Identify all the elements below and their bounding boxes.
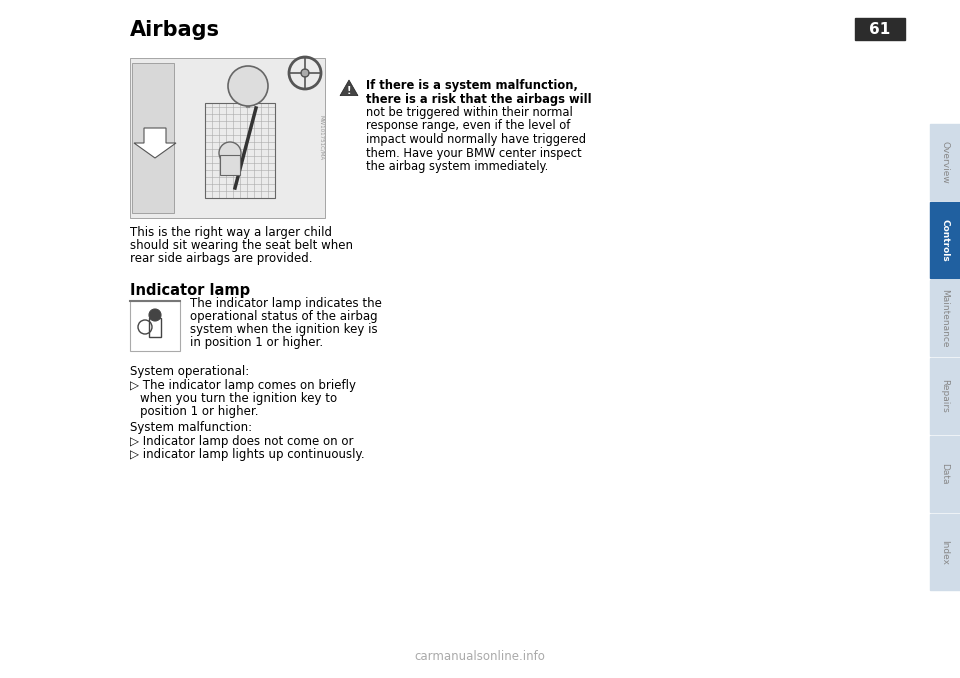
Circle shape <box>301 69 309 77</box>
Bar <box>130 301 180 351</box>
Text: 61: 61 <box>870 22 891 37</box>
Text: in position 1 or higher.: in position 1 or higher. <box>190 336 324 349</box>
Text: This is the right way a larger child: This is the right way a larger child <box>130 226 332 239</box>
Text: Index: Index <box>941 540 949 565</box>
Circle shape <box>219 142 241 164</box>
Text: MW101751C/MA: MW101751C/MA <box>319 115 324 161</box>
Text: Data: Data <box>941 463 949 485</box>
Text: If there is a system malfunction,: If there is a system malfunction, <box>366 79 578 92</box>
Circle shape <box>228 66 268 106</box>
Text: Airbags: Airbags <box>130 20 220 40</box>
Text: when you turn the ignition key to: when you turn the ignition key to <box>140 392 337 405</box>
Circle shape <box>149 309 161 321</box>
Text: rear side airbags are provided.: rear side airbags are provided. <box>130 252 313 265</box>
Bar <box>930 358 960 434</box>
Text: ▷ Indicator lamp does not come on or: ▷ Indicator lamp does not come on or <box>130 435 353 448</box>
Text: impact would normally have triggered: impact would normally have triggered <box>366 133 586 146</box>
Text: system when the ignition key is: system when the ignition key is <box>190 323 377 336</box>
Text: should sit wearing the seat belt when: should sit wearing the seat belt when <box>130 239 353 252</box>
Bar <box>930 436 960 512</box>
Bar <box>930 202 960 278</box>
Text: not be triggered within their normal: not be triggered within their normal <box>366 106 573 119</box>
Polygon shape <box>340 80 358 96</box>
Text: System malfunction:: System malfunction: <box>130 421 252 434</box>
Text: response range, even if the level of: response range, even if the level of <box>366 119 570 132</box>
Text: ▷ indicator lamp lights up continuously.: ▷ indicator lamp lights up continuously. <box>130 448 365 461</box>
Text: carmanualsonline.info: carmanualsonline.info <box>415 650 545 662</box>
Text: Overview: Overview <box>941 140 949 183</box>
Bar <box>930 280 960 356</box>
Text: the airbag system immediately.: the airbag system immediately. <box>366 160 548 173</box>
Bar <box>130 58 325 218</box>
Text: Repairs: Repairs <box>941 379 949 413</box>
Bar <box>930 124 960 200</box>
Text: !: ! <box>347 86 351 96</box>
Bar <box>855 18 905 40</box>
Bar <box>930 514 960 590</box>
Bar <box>149 318 161 337</box>
Bar <box>220 155 240 175</box>
Polygon shape <box>134 128 176 158</box>
Text: Indicator lamp: Indicator lamp <box>130 283 251 298</box>
Text: The indicator lamp indicates the: The indicator lamp indicates the <box>190 297 382 310</box>
Text: there is a risk that the airbags will: there is a risk that the airbags will <box>366 92 591 106</box>
Bar <box>132 63 174 213</box>
Text: Maintenance: Maintenance <box>941 289 949 347</box>
Text: them. Have your BMW center inspect: them. Have your BMW center inspect <box>366 146 582 159</box>
Text: position 1 or higher.: position 1 or higher. <box>140 405 258 418</box>
Text: Controls: Controls <box>941 218 949 262</box>
Bar <box>205 103 275 198</box>
Text: ▷ The indicator lamp comes on briefly: ▷ The indicator lamp comes on briefly <box>130 379 356 392</box>
Text: operational status of the airbag: operational status of the airbag <box>190 310 377 323</box>
Text: System operational:: System operational: <box>130 365 250 378</box>
